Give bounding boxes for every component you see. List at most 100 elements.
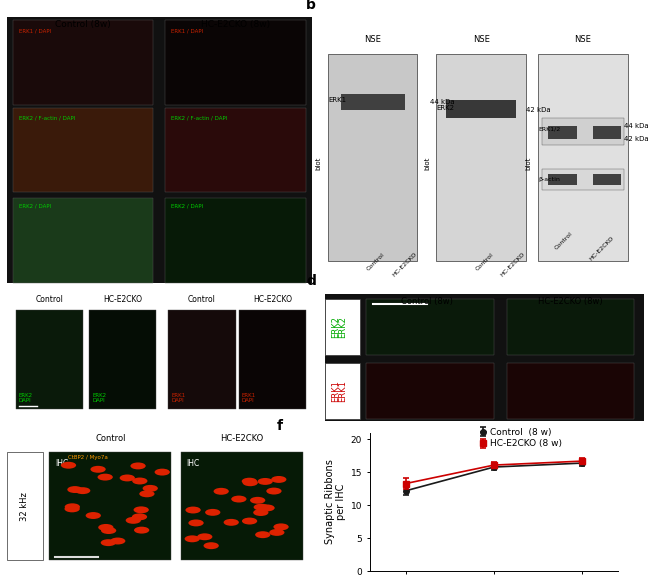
- Text: 44 kDa: 44 kDa: [430, 99, 455, 105]
- Text: Control (8w): Control (8w): [55, 20, 111, 29]
- FancyBboxPatch shape: [12, 198, 153, 283]
- FancyBboxPatch shape: [325, 363, 360, 419]
- Text: Control: Control: [35, 295, 63, 305]
- FancyBboxPatch shape: [593, 126, 621, 140]
- Text: ERK1 / DAPI: ERK1 / DAPI: [19, 28, 51, 33]
- Text: Control: Control: [95, 434, 125, 443]
- Circle shape: [155, 469, 170, 475]
- Text: Control: Control: [188, 295, 216, 305]
- Circle shape: [197, 533, 213, 540]
- Text: HC-E2CKO: HC-E2CKO: [220, 434, 263, 443]
- Text: NSE: NSE: [575, 35, 592, 44]
- Circle shape: [86, 512, 101, 519]
- Text: ERK2: ERK2: [437, 104, 454, 111]
- Circle shape: [231, 496, 246, 503]
- Circle shape: [90, 466, 106, 473]
- FancyBboxPatch shape: [341, 94, 404, 110]
- Circle shape: [132, 514, 147, 520]
- Circle shape: [266, 488, 281, 494]
- FancyBboxPatch shape: [446, 100, 516, 118]
- Circle shape: [101, 527, 116, 534]
- Circle shape: [185, 507, 201, 514]
- Circle shape: [254, 509, 268, 516]
- FancyBboxPatch shape: [328, 54, 417, 261]
- Text: ERK2
DAPI: ERK2 DAPI: [19, 392, 33, 403]
- Text: 32 kHz: 32 kHz: [20, 492, 29, 520]
- Text: f: f: [277, 419, 283, 433]
- Circle shape: [214, 488, 229, 494]
- Text: ERK1/2: ERK1/2: [538, 126, 561, 132]
- Circle shape: [242, 479, 258, 486]
- Text: ERK1: ERK1: [332, 380, 341, 402]
- FancyBboxPatch shape: [89, 309, 156, 409]
- Text: ERK2
DAPI: ERK2 DAPI: [92, 392, 106, 403]
- Text: HC-E2CKO: HC-E2CKO: [500, 251, 526, 278]
- Text: HC-E2CKO: HC-E2CKO: [391, 251, 418, 278]
- Circle shape: [259, 504, 275, 511]
- Circle shape: [188, 519, 203, 526]
- Text: blot: blot: [526, 156, 532, 170]
- Circle shape: [64, 505, 80, 512]
- FancyBboxPatch shape: [49, 452, 172, 560]
- Circle shape: [242, 478, 257, 485]
- Legend: Control  (8 w), HC-E2CKO (8 w): Control (8 w), HC-E2CKO (8 w): [479, 426, 564, 450]
- Text: ERK1: ERK1: [328, 96, 346, 103]
- FancyBboxPatch shape: [325, 299, 360, 355]
- Text: blot: blot: [424, 156, 430, 170]
- Circle shape: [139, 490, 155, 497]
- Text: d: d: [306, 274, 316, 288]
- Circle shape: [203, 542, 219, 549]
- FancyBboxPatch shape: [548, 174, 577, 185]
- Text: 44 kDa: 44 kDa: [625, 123, 649, 129]
- Circle shape: [65, 503, 80, 510]
- FancyBboxPatch shape: [12, 107, 153, 193]
- FancyBboxPatch shape: [541, 168, 625, 190]
- Text: 42 kDa: 42 kDa: [526, 107, 551, 113]
- Circle shape: [120, 474, 135, 481]
- FancyBboxPatch shape: [506, 363, 634, 419]
- FancyBboxPatch shape: [6, 452, 43, 560]
- Text: NSE: NSE: [473, 35, 489, 44]
- Text: HC-E2CKO: HC-E2CKO: [103, 295, 142, 305]
- FancyBboxPatch shape: [506, 299, 634, 355]
- Text: b: b: [306, 0, 316, 12]
- Circle shape: [134, 527, 150, 534]
- Circle shape: [133, 507, 149, 514]
- Text: ERK1
DAPI: ERK1 DAPI: [172, 392, 186, 403]
- Circle shape: [269, 529, 285, 536]
- FancyBboxPatch shape: [538, 54, 628, 261]
- Text: HC-E2CKO: HC-E2CKO: [253, 295, 292, 305]
- Text: Control (8w): Control (8w): [401, 297, 453, 306]
- FancyBboxPatch shape: [168, 309, 235, 409]
- Circle shape: [132, 478, 148, 485]
- Circle shape: [68, 486, 83, 493]
- FancyBboxPatch shape: [367, 363, 494, 419]
- Text: ERK2 / DAPI: ERK2 / DAPI: [19, 204, 51, 208]
- Text: ERK1
DAPI: ERK1 DAPI: [242, 392, 256, 403]
- Circle shape: [75, 487, 90, 494]
- FancyBboxPatch shape: [12, 20, 153, 105]
- Text: HC-E2CKO (8w): HC-E2CKO (8w): [201, 20, 270, 29]
- FancyBboxPatch shape: [541, 118, 625, 145]
- Text: 42 kDa: 42 kDa: [625, 136, 649, 143]
- Text: blot: blot: [316, 156, 322, 170]
- FancyBboxPatch shape: [548, 126, 577, 140]
- FancyBboxPatch shape: [239, 309, 306, 409]
- Circle shape: [205, 509, 220, 516]
- FancyBboxPatch shape: [165, 20, 306, 105]
- Text: ERK2 / F-actin / DAPI: ERK2 / F-actin / DAPI: [19, 116, 75, 121]
- FancyBboxPatch shape: [16, 309, 83, 409]
- Text: Control: Control: [474, 252, 494, 272]
- Text: ERK2 / F-actin / DAPI: ERK2 / F-actin / DAPI: [172, 116, 228, 121]
- FancyBboxPatch shape: [593, 174, 621, 185]
- Text: ERK1 / DAPI: ERK1 / DAPI: [172, 28, 203, 33]
- Circle shape: [98, 474, 113, 481]
- Circle shape: [131, 462, 146, 469]
- Text: IHC: IHC: [187, 459, 200, 468]
- Text: Control: Control: [554, 231, 574, 251]
- FancyBboxPatch shape: [437, 54, 526, 261]
- Text: IHC: IHC: [55, 459, 69, 468]
- Circle shape: [250, 497, 265, 504]
- Text: β-actin: β-actin: [538, 177, 560, 182]
- Circle shape: [224, 519, 239, 526]
